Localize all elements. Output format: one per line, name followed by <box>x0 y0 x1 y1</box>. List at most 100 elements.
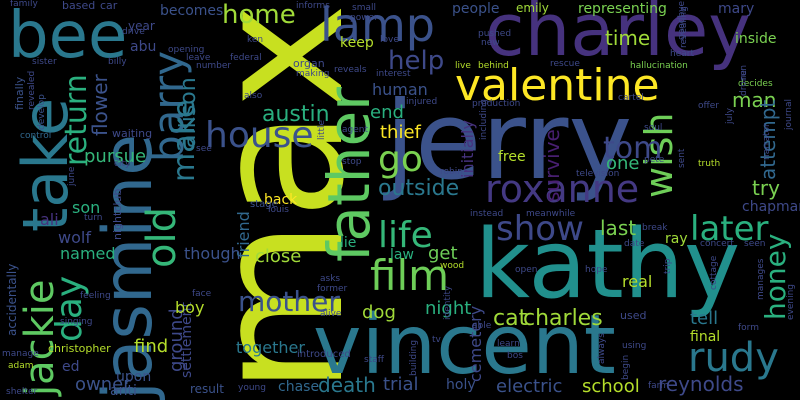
word-building: building <box>409 339 419 376</box>
word-alive: alive <box>320 309 342 319</box>
word-becomes: becomes <box>160 3 224 19</box>
word-emily: emily <box>516 1 549 15</box>
word-rudy: rudy <box>688 335 779 381</box>
word-show: show <box>496 209 584 249</box>
word-agent: agent <box>342 125 368 135</box>
word-small: small <box>352 3 376 13</box>
word-pete: pete <box>644 155 665 165</box>
word-concert: concert <box>700 239 734 249</box>
word-jerry: jerry <box>385 79 633 204</box>
word-life: life <box>378 215 433 256</box>
word-adam: adam <box>8 361 34 371</box>
word-able: able <box>472 321 492 331</box>
word-named: named <box>60 244 116 263</box>
word-lamp: lamp <box>320 0 435 52</box>
word-roxanne: roxanne <box>485 167 640 211</box>
word-june: june <box>67 166 77 186</box>
word-begin: begin <box>621 354 631 380</box>
word-flower: flower <box>88 74 112 136</box>
word-outside: outside <box>378 176 460 201</box>
word-decides: decides <box>738 79 773 89</box>
word-stop: stop <box>342 157 362 167</box>
word-end: end <box>370 102 404 123</box>
word-holy: holy <box>446 377 476 393</box>
word-using: using <box>622 341 647 351</box>
word-date: date <box>624 239 645 249</box>
word-identity: identity <box>443 285 453 320</box>
word-real: real <box>622 272 653 291</box>
word-home: home <box>222 0 296 30</box>
word-including: including <box>479 99 489 140</box>
word-day: day <box>49 275 90 342</box>
word-robin: robin <box>440 167 463 177</box>
word-owner: owner <box>75 374 131 395</box>
word-break: break <box>642 223 668 233</box>
word-waiting: waiting <box>112 127 153 140</box>
word-turn: turn <box>84 213 103 223</box>
word-live: live <box>455 61 471 71</box>
word-man: man <box>732 88 777 112</box>
word-help: help <box>388 46 445 76</box>
word-result: result <box>190 382 224 396</box>
word-farm: farm <box>648 381 669 391</box>
word-electric: electric <box>496 376 563 397</box>
word-though: though <box>184 244 241 263</box>
word-anti: anti <box>110 383 137 399</box>
word-film: film <box>370 251 450 300</box>
word-austin: austin <box>262 102 330 127</box>
word-cartel: cartel <box>618 93 644 103</box>
word-chase: chase <box>278 379 320 395</box>
word-drive: drive <box>122 27 145 37</box>
word-ali: ali <box>40 210 59 229</box>
word-accidentally: accidentally <box>5 263 19 336</box>
word-reynolds: reynolds <box>658 372 744 396</box>
word-law: law <box>390 247 414 263</box>
word-death: death <box>318 373 376 397</box>
word-love: love <box>380 35 399 45</box>
word-try: try <box>752 176 780 200</box>
word-asks: asks <box>320 274 341 284</box>
word-together: together <box>236 338 305 357</box>
word-ken: ken <box>247 35 264 45</box>
word-allison: allison <box>176 77 201 148</box>
word-last: last <box>600 216 637 240</box>
word-injured: injured <box>406 97 438 107</box>
word-wolf: wolf <box>58 228 91 247</box>
word-billy: billy <box>108 57 127 67</box>
word-old: old <box>139 207 185 268</box>
word-cottage: cottage <box>709 255 719 290</box>
word-back: back <box>264 192 298 208</box>
word-interest: interest <box>376 69 411 79</box>
word-wood: wood <box>440 261 465 271</box>
word-tell: tell <box>690 308 719 329</box>
word-truth: truth <box>698 159 721 169</box>
word-reveals: reveals <box>334 65 367 75</box>
word-house: house <box>205 115 314 156</box>
word-cat: cat <box>493 306 528 331</box>
word-feeling: feeling <box>80 291 111 301</box>
word-valentine: valentine <box>455 60 660 111</box>
word-number: number <box>196 61 232 71</box>
word-chapman: chapman <box>742 199 800 215</box>
word-city: city <box>114 159 131 169</box>
word-leave: leave <box>186 53 211 63</box>
word-tom: tom <box>603 131 663 166</box>
word-representing: representing <box>578 1 667 17</box>
word-thief: thief <box>380 122 421 143</box>
word-lie: lie <box>340 235 357 251</box>
word-bos: bos <box>507 351 523 361</box>
word-upon: upon <box>116 369 152 385</box>
word-bee: bee <box>8 0 128 73</box>
word-hope: hope <box>585 265 608 275</box>
word-instead: instead <box>470 209 504 219</box>
word-informs: informs <box>296 1 330 11</box>
word-soul: soul <box>644 123 663 133</box>
word-friend: friend <box>234 211 253 258</box>
word-run: run <box>739 64 749 80</box>
word-journal: journal <box>784 99 794 130</box>
word-young: young <box>238 383 266 393</box>
word-manages: manages <box>756 258 766 300</box>
word-cemetery: cemetery <box>466 305 485 382</box>
word-former: former <box>317 284 348 294</box>
